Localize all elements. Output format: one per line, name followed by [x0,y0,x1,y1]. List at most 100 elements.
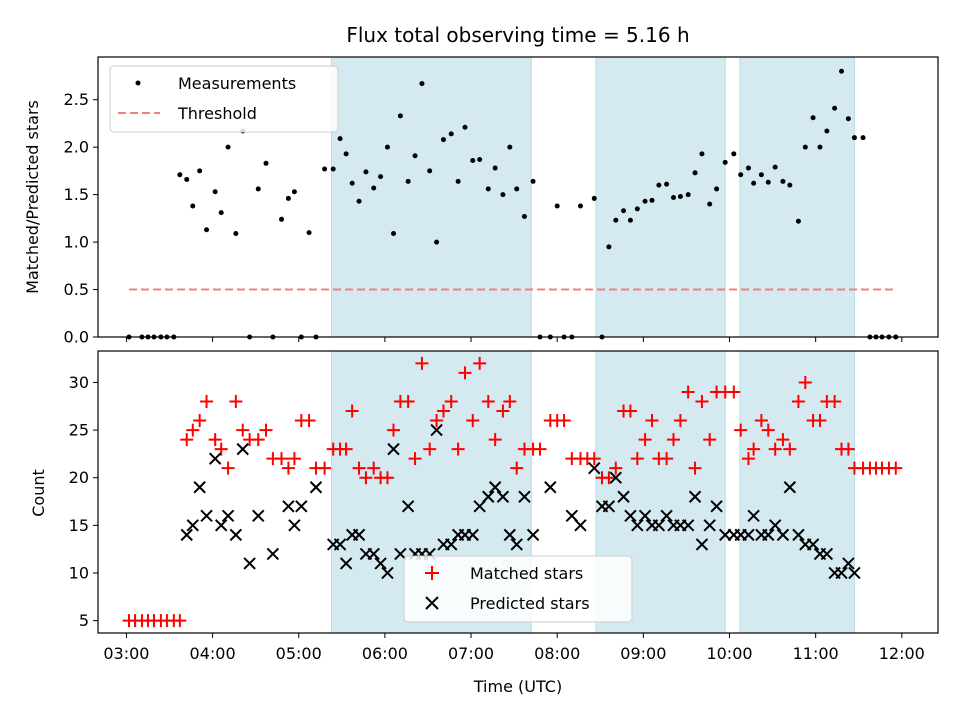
measurements-point-32 [356,198,362,204]
predicted-stars-point-54 [631,519,644,532]
measurements-point-93 [810,115,816,121]
matched-stars-point-52 [488,433,502,447]
measurements-point-99 [851,135,857,141]
x-tick-label: 11:00 [793,644,839,663]
predicted-stars-point-5 [214,519,228,532]
predicted-stars-point-0 [180,528,193,542]
matched-stars-point-19 [251,433,265,447]
matched-stars-point-16 [229,394,243,408]
count-x-axis: 03:00 04:00 05:00 06:00 07:00 08:00 09:00 10:00… [103,633,925,663]
predicted-stars-point-10 [252,509,265,523]
predicted-stars-point-42 [510,538,523,551]
ratio-axes-frame [97,56,939,338]
ratio-panel: 0.0 0.5 1.0 1.5 2.0 2.5 Matched/Predicted sta… [23,56,939,347]
measurements-point-72 [656,182,662,188]
measurements-point-91 [795,218,801,224]
predicted-stars-point-26 [394,547,407,561]
predicted-stars-point-48 [588,461,601,475]
matched-stars-point-78 [681,385,695,399]
measurements-point-34 [371,185,377,191]
matched-stars-point-22 [275,452,289,466]
matched-stars-point-100 [841,442,855,456]
predicted-stars-point-3 [200,509,213,523]
matched-stars-point-72 [638,433,652,447]
x-tick-label: 04:00 [190,644,236,663]
predicted-stars-point-62 [688,490,702,503]
chart-title: Flux total observing time = 5.16 h [346,23,689,47]
matched-stars-point-46 [444,394,458,408]
matched-stars-point-54 [503,394,517,408]
matched-stars-point-50 [473,356,487,370]
measurements-point-68 [627,217,633,223]
predicted-stars-point-39 [488,481,502,494]
predicted-stars-point-75 [783,481,797,494]
predicted-stars-point-14 [295,500,308,513]
matched-stars-point-37 [380,471,394,485]
measurements-point-65 [606,244,612,250]
measurements-point-28 [330,166,336,172]
matched-stars-point-33 [352,461,366,475]
matched-stars-point-15 [221,461,235,475]
matched-stars-point-58 [533,442,547,456]
legend-predicted-label: Predicted stars [470,594,590,613]
matched-stars-point-13 [208,433,222,447]
predicted-stars-point-84 [848,566,861,580]
predicted-stars-point-25 [387,442,400,456]
x-tick-label: 06:00 [362,644,408,663]
measurements-point-62 [577,203,583,209]
predicted-stars-point-45 [544,481,557,494]
matched-stars-point-96 [813,414,827,428]
predicted-stars-point-41 [503,528,517,542]
predicted-stars-point-70 [747,509,760,523]
measurements-point-39 [405,178,411,184]
measurements-point-51 [492,165,498,171]
x-tick-label: 12:00 [879,644,925,663]
matched-stars-point-48 [458,366,472,380]
matched-stars-point-94 [798,375,812,389]
matched-stars-point-88 [754,414,768,428]
matched-stars-point-17 [236,423,250,437]
measurements-point-82 [731,151,737,157]
matched-stars-point-68 [609,461,623,475]
measurements-point-97 [839,68,845,74]
measurements-point-10 [197,168,203,174]
matched-stars-point-79 [688,461,702,475]
predicted-stars-point-2 [193,481,206,494]
predicted-stars-point-20 [352,528,366,542]
measurements-point-87 [765,179,771,185]
predicted-stars-point-57 [652,519,666,532]
measurements-point-92 [802,144,808,150]
predicted-stars-point-73 [768,519,782,532]
matched-stars-series [122,356,903,628]
measurements-point-8 [184,176,190,182]
measurements-point-50 [485,186,491,192]
measurements-point-71 [649,197,655,203]
measurements-point-27 [322,166,328,172]
measurements-point-15 [233,231,239,237]
matched-stars-point-71 [630,452,644,466]
matched-stars-point-32 [345,404,359,418]
legend-measurements-marker [135,80,141,86]
measurements-point-53 [507,144,513,150]
ratio-y-tick-label: 2.0 [64,138,89,157]
matched-stars-point-47 [451,442,465,456]
ratio-shade-interval-1 [595,56,726,338]
measurements-point-63 [591,195,597,201]
legend-measurements-label: Measurements [178,74,296,93]
predicted-stars-point-27 [401,500,415,513]
count-y-tick-label: 15 [69,516,89,535]
measurements-point-42 [427,168,433,174]
predicted-stars-point-9 [243,557,256,570]
legend-threshold-label: Threshold [177,104,257,123]
count-y-label: Count [29,469,48,517]
matched-stars-point-89 [761,423,775,437]
predicted-stars-point-82 [835,566,848,580]
matched-stars-point-76 [667,433,681,447]
matched-stars-point-24 [287,452,301,466]
predicted-stars-point-12 [282,500,295,513]
matched-stars-point-10 [186,423,200,437]
measurements-point-52 [500,192,506,198]
measurements-point-40 [412,153,418,159]
measurements-point-90 [787,182,793,188]
